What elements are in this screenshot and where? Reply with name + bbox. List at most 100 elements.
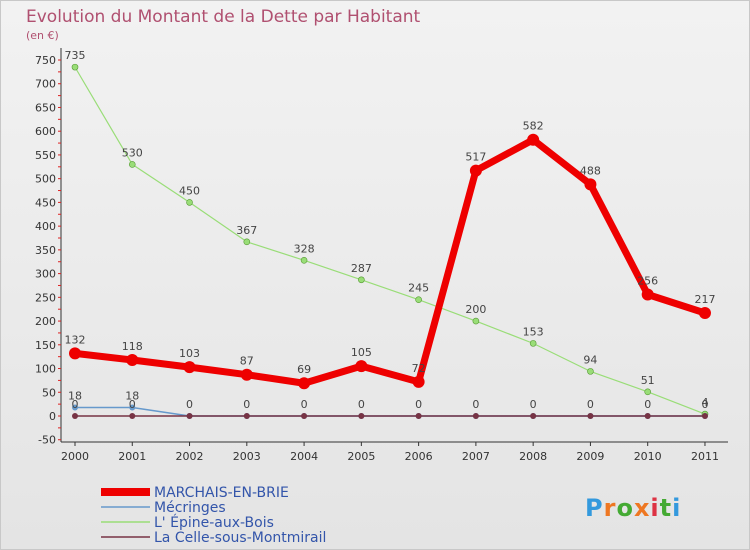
x-tick-label: 2006 <box>405 450 433 463</box>
data-point-celle-sous-montmirail <box>472 413 479 419</box>
legend-label-marchais-en-brie: MARCHAIS-EN-BRIE <box>154 485 289 501</box>
data-point-marchais-en-brie <box>469 164 482 177</box>
data-point-epine-aux-bois <box>415 296 422 304</box>
data-point-marchais-en-brie <box>698 306 711 319</box>
data-point-celle-sous-montmirail <box>701 413 708 419</box>
x-tick-label: 2002 <box>176 450 204 463</box>
legend-label-celle-sous-montmirail: La Celle-sous-Montmirail <box>154 530 326 546</box>
data-label: 0 <box>129 398 136 411</box>
y-tick-label: 600 <box>35 125 56 138</box>
data-point-celle-sous-montmirail <box>587 413 594 419</box>
chart-title: Evolution du Montant de la Dette par Hab… <box>26 7 421 27</box>
data-point-marchais-en-brie <box>527 133 540 146</box>
x-tick-label: 2010 <box>634 450 662 463</box>
y-tick-label: 650 <box>35 101 56 114</box>
series-line-epine-aux-bois <box>74 66 706 415</box>
data-point-epine-aux-bois <box>529 340 537 347</box>
x-tick-label: 2009 <box>576 450 604 463</box>
data-label: 287 <box>351 262 372 275</box>
y-tick-label: 450 <box>35 196 56 209</box>
data-point-marchais-en-brie <box>584 178 597 191</box>
y-tick-label: 400 <box>35 220 56 233</box>
y-axis-ticks: -50 0 50 100 150 200 250 300 350 400 450 500 550 600 6… <box>35 54 56 447</box>
data-point-marchais-en-brie <box>641 288 654 301</box>
x-tick-label: 2004 <box>290 450 318 463</box>
data-label: 94 <box>583 353 597 366</box>
data-point-marchais-en-brie <box>355 360 368 373</box>
logo-letter: t <box>660 494 672 522</box>
data-point-marchais-en-brie <box>69 347 81 360</box>
data-point-celle-sous-montmirail <box>72 413 78 419</box>
x-tick-label: 2007 <box>462 450 490 463</box>
y-tick-label: 700 <box>35 78 56 91</box>
data-label: 735 <box>65 49 86 62</box>
series-group <box>69 63 711 419</box>
data-label: 4 <box>701 396 708 409</box>
y-tick-label: 100 <box>35 363 56 376</box>
data-label: 200 <box>465 303 486 316</box>
data-label: 328 <box>294 242 315 255</box>
data-point-epine-aux-bois <box>71 63 79 71</box>
series-line-mecringes <box>75 406 705 417</box>
y-tick-label: 50 <box>42 386 56 399</box>
data-label: 18 <box>68 389 82 402</box>
x-axis-ticks: 2000 2001 2002 2003 2004 2005 2006 2007 2008 2009… <box>61 442 719 463</box>
data-label: 0 <box>301 398 308 411</box>
y-tick-label: 550 <box>35 149 56 162</box>
data-point-epine-aux-bois <box>186 199 193 206</box>
y-tick-label: 200 <box>35 315 56 328</box>
data-point-celle-sous-montmirail <box>129 413 136 419</box>
data-point-celle-sous-montmirail <box>415 413 422 419</box>
data-label: 0 <box>72 398 79 411</box>
logo-letter: o <box>616 494 634 522</box>
data-label: 72 <box>412 362 426 375</box>
data-label: 256 <box>637 274 658 287</box>
axes <box>58 48 728 443</box>
logo-letter: i <box>650 494 659 522</box>
data-point-marchais-en-brie <box>298 377 311 390</box>
x-tick-label: 2008 <box>519 450 547 463</box>
legend-label-mecringes: Mécringes <box>154 500 226 516</box>
x-tick-label: 2000 <box>61 450 89 463</box>
logo-letter: i <box>672 494 681 522</box>
series-line-marchais-en-brie <box>74 136 707 387</box>
data-point-epine-aux-bois <box>472 317 480 325</box>
y-tick-label: 500 <box>35 173 56 186</box>
chart-subtitle: (en €) <box>26 29 59 42</box>
data-label: 0 <box>644 398 651 411</box>
data-label: 0 <box>186 398 193 411</box>
y-tick-label: 300 <box>35 268 56 281</box>
data-label: 582 <box>523 120 544 133</box>
y-tick-label: -50 <box>38 434 56 447</box>
logo-letter: r <box>604 494 617 522</box>
x-tick-label: 2001 <box>118 450 146 463</box>
logo-letter: x <box>634 494 650 522</box>
data-label: 517 <box>465 151 486 164</box>
x-tick-label: 2011 <box>691 450 719 463</box>
y-tick-label: 250 <box>35 291 56 304</box>
data-point-marchais-en-brie <box>412 375 425 388</box>
data-label: 530 <box>122 146 143 159</box>
data-label: 450 <box>179 184 200 197</box>
data-label: 18 <box>125 389 139 402</box>
data-point-celle-sous-montmirail <box>243 413 250 419</box>
data-label: 0 <box>701 398 708 411</box>
data-label: 217 <box>694 293 715 306</box>
data-point-celle-sous-montmirail <box>358 413 365 419</box>
data-point-mecringes <box>72 404 78 411</box>
data-label: 69 <box>297 363 311 376</box>
y-tick-label: 150 <box>35 339 56 352</box>
data-label: 0 <box>358 398 365 411</box>
x-tick-label: 2003 <box>233 450 261 463</box>
data-label: 132 <box>65 333 86 346</box>
data-label: 0 <box>243 398 250 411</box>
data-point-celle-sous-montmirail <box>186 413 193 419</box>
data-label: 51 <box>641 374 655 387</box>
data-label: 118 <box>122 340 143 353</box>
data-label: 488 <box>580 164 601 177</box>
proxiti-logo: Proxiti <box>585 494 681 522</box>
data-label: 153 <box>523 325 544 338</box>
legend-label-epine-aux-bois: L' Épine-aux-Bois <box>154 514 274 531</box>
